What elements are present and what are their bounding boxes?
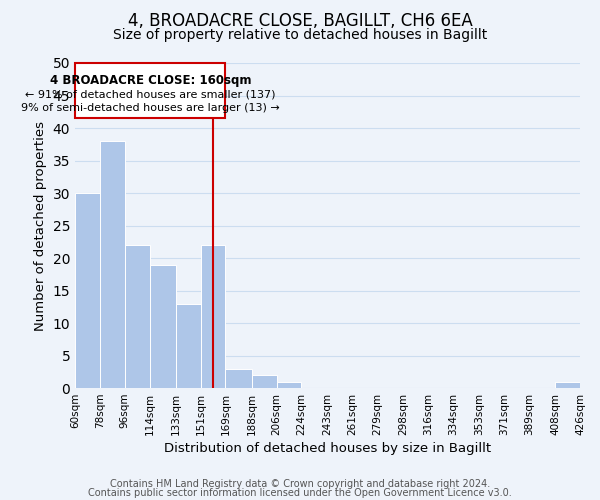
Bar (200, 245, 226, 388)
Bar (125, 245, 149, 388)
Bar (100, 141, 125, 388)
Bar (226, 368, 251, 388)
Bar (277, 382, 301, 388)
Bar (176, 304, 200, 388)
Text: ← 91% of detached houses are smaller (137): ← 91% of detached houses are smaller (13… (25, 89, 275, 99)
Bar (251, 375, 277, 388)
Y-axis label: Number of detached properties: Number of detached properties (34, 120, 47, 330)
Bar (555, 382, 580, 388)
FancyBboxPatch shape (75, 63, 226, 118)
Text: Contains HM Land Registry data © Crown copyright and database right 2024.: Contains HM Land Registry data © Crown c… (110, 479, 490, 489)
Text: 4 BROADACRE CLOSE: 160sqm: 4 BROADACRE CLOSE: 160sqm (50, 74, 251, 87)
Text: Contains public sector information licensed under the Open Government Licence v3: Contains public sector information licen… (88, 488, 512, 498)
X-axis label: Distribution of detached houses by size in Bagillt: Distribution of detached houses by size … (164, 442, 491, 455)
Text: 4, BROADACRE CLOSE, BAGILLT, CH6 6EA: 4, BROADACRE CLOSE, BAGILLT, CH6 6EA (128, 12, 472, 30)
Bar (75, 193, 100, 388)
Bar (149, 264, 176, 388)
Text: Size of property relative to detached houses in Bagillt: Size of property relative to detached ho… (113, 28, 487, 42)
Text: 9% of semi-detached houses are larger (13) →: 9% of semi-detached houses are larger (1… (21, 104, 280, 114)
